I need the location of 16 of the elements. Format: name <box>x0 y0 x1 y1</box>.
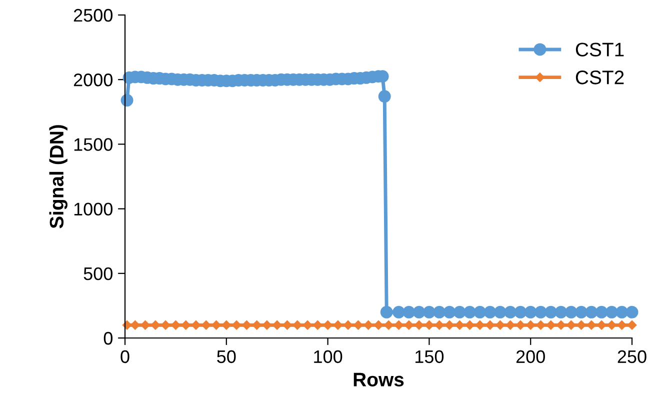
x-tick-label: 50 <box>217 350 236 364</box>
x-tick-label: 100 <box>314 350 342 364</box>
x-axis-title: Rows <box>354 372 404 386</box>
y-tick-label: 2500 <box>74 8 112 22</box>
x-tick-label: 0 <box>120 350 130 364</box>
x-tick-label: 250 <box>618 350 646 364</box>
legend-label: CST2 <box>576 70 624 84</box>
x-tick-label: 200 <box>516 350 545 364</box>
x-tick-label: 150 <box>416 350 444 364</box>
legend-label: CST1 <box>576 42 624 56</box>
y-tick-label: 2000 <box>74 74 112 86</box>
y-tick-label: 1000 <box>74 202 112 216</box>
y-tick-label: 1500 <box>74 138 112 151</box>
y-tick-label: 0 <box>104 332 112 345</box>
y-axis-title: Signal (DN) <box>49 125 68 228</box>
y-tick-label: 500 <box>84 267 112 280</box>
